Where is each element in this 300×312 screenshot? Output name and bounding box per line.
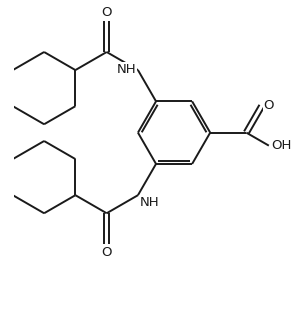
Text: NH: NH [117,63,136,76]
Text: O: O [263,99,274,112]
Text: NH: NH [140,196,159,209]
Text: OH: OH [271,139,292,152]
Text: O: O [101,6,112,19]
Text: O: O [101,246,112,259]
